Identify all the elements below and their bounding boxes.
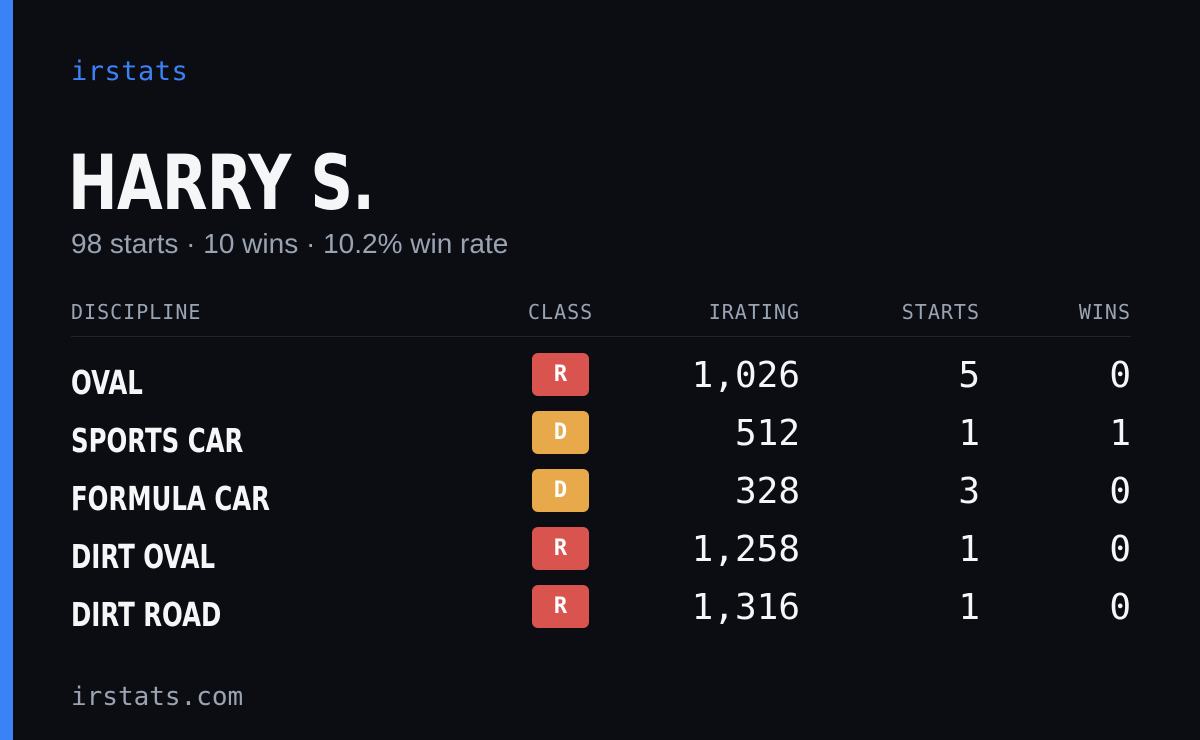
driver-summary: 98 starts · 10 wins · 10.2% win rate — [71, 228, 509, 259]
wins-value: 0 — [1109, 355, 1131, 396]
header-starts: STARTS — [901, 300, 980, 324]
wins-value: 0 — [1109, 587, 1131, 628]
table-row: FORMULA CAR D 328 3 0 — [71, 469, 1131, 527]
wins-value: 0 — [1109, 471, 1131, 512]
footer-url: irstats.com — [71, 682, 244, 712]
table-row: OVAL R 1,026 5 0 — [71, 353, 1131, 411]
accent-bar — [0, 0, 13, 740]
class-badge: R — [532, 585, 589, 628]
header-discipline: DISCIPLINE — [71, 300, 202, 324]
irating-value: 328 — [734, 471, 800, 512]
discipline-name: DIRT OVAL — [71, 537, 216, 576]
class-badge: R — [532, 527, 589, 570]
table-row: DIRT OVAL R 1,258 1 0 — [71, 527, 1131, 585]
table-header: DISCIPLINE CLASS IRATING STARTS WINS — [71, 296, 1131, 337]
starts-value: 5 — [958, 355, 980, 396]
table-body: OVAL R 1,026 5 0 SPORTS CAR D 512 1 1 FO… — [71, 337, 1131, 643]
irating-value: 1,316 — [691, 587, 800, 628]
brand-logo-text: irstats — [71, 56, 189, 87]
header-class: CLASS — [528, 300, 594, 324]
discipline-name: FORMULA CAR — [71, 479, 270, 518]
header-irating: IRATING — [708, 300, 800, 324]
wins-value: 1 — [1109, 413, 1131, 454]
table-row: SPORTS CAR D 512 1 1 — [71, 411, 1131, 469]
wins-value: 0 — [1109, 529, 1131, 570]
discipline-name: SPORTS CAR — [71, 421, 244, 460]
header-wins: WINS — [1078, 300, 1131, 324]
irating-value: 1,258 — [691, 529, 800, 570]
driver-name: HARRY S. — [68, 138, 375, 227]
class-badge: D — [532, 469, 589, 512]
discipline-name: OVAL — [71, 363, 143, 402]
starts-value: 3 — [958, 471, 980, 512]
discipline-table: DISCIPLINE CLASS IRATING STARTS WINS OVA… — [71, 296, 1131, 643]
starts-value: 1 — [958, 587, 980, 628]
class-badge: D — [532, 411, 589, 454]
irating-value: 1,026 — [691, 355, 800, 396]
table-row: DIRT ROAD R 1,316 1 0 — [71, 585, 1131, 643]
starts-value: 1 — [958, 413, 980, 454]
starts-value: 1 — [958, 529, 980, 570]
class-badge: R — [532, 353, 589, 396]
irating-value: 512 — [734, 413, 800, 454]
discipline-name: DIRT ROAD — [71, 595, 222, 634]
